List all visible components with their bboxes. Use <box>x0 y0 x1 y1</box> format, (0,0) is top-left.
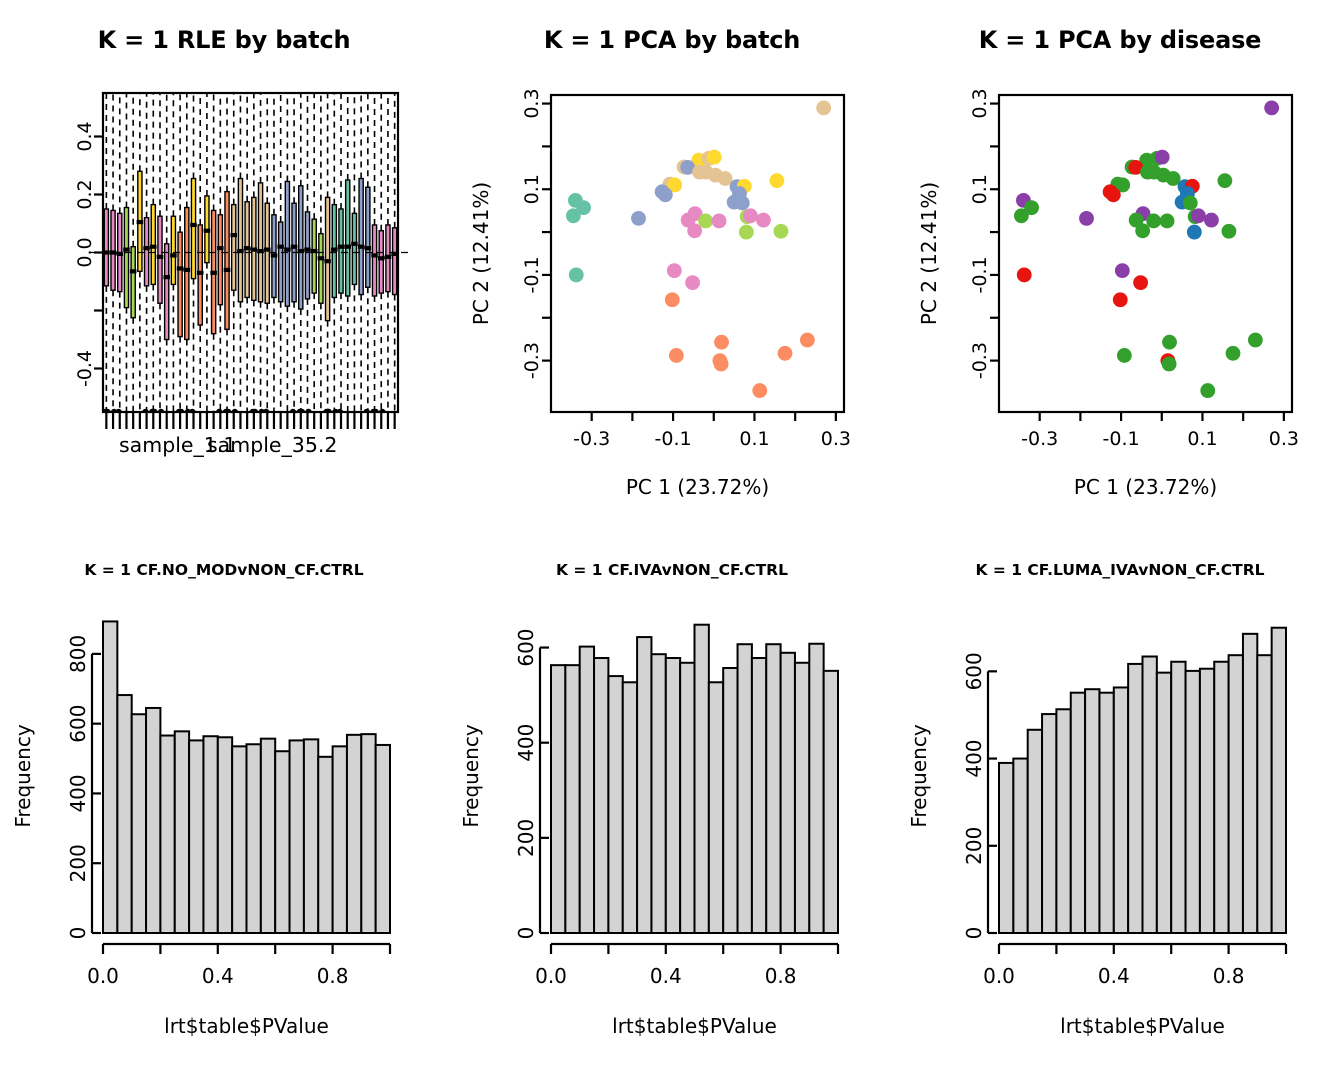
svg-text:0.0: 0.0 <box>74 237 96 267</box>
panel-hist-iva: K = 1 CF.IVAvNON_CF.CTRL 0 200 400 600 0.0 0.… <box>448 537 896 1075</box>
pca-batch-scatter-svg: -0.3 -0.1 0.1 0.3 -0.3 -0.1 0.1 0.3 PC 1 (23.72%… <box>469 88 851 499</box>
svg-text:0.3: 0.3 <box>821 428 851 450</box>
svg-text:PC 1 (23.72%): PC 1 (23.72%) <box>1074 475 1217 499</box>
svg-text:0.4: 0.4 <box>1098 964 1130 988</box>
svg-text:Frequency: Frequency <box>459 724 483 827</box>
svg-text:0.3: 0.3 <box>1269 428 1299 450</box>
svg-text:400: 400 <box>66 774 90 812</box>
panel-title-rle-batch: K = 1 RLE by batch <box>97 26 351 54</box>
svg-text:-0.1: -0.1 <box>1103 428 1140 450</box>
svg-text:0: 0 <box>66 927 90 940</box>
panel-title-pca-disease: K = 1 PCA by disease <box>978 26 1262 54</box>
svg-text:PC 2 (12.41%): PC 2 (12.41%) <box>917 182 941 325</box>
panel-title-pca-batch: K = 1 PCA by batch <box>543 26 801 54</box>
svg-text:PC 1 (23.72%): PC 1 (23.72%) <box>626 475 769 499</box>
svg-text:-0.3: -0.3 <box>1021 428 1058 450</box>
svg-text:600: 600 <box>66 705 90 743</box>
hist3-svg: 0 200 400 600 0.0 0.4 0.8 lrt$table$PValue Frequ… <box>907 626 1288 1038</box>
panel-hist-luma-iva: K = 1 CF.LUMA_IVAvNON_CF.CTRL 0 200 400 600… <box>896 537 1344 1075</box>
panel-title-hist3: K = 1 CF.LUMA_IVAvNON_CF.CTRL <box>975 561 1265 579</box>
svg-text:400: 400 <box>962 739 986 777</box>
panel-title-hist1: K = 1 CF.NO_MODvNON_CF.CTRL <box>84 561 364 579</box>
svg-text:0.8: 0.8 <box>765 964 797 988</box>
svg-text:-0.1: -0.1 <box>655 428 692 450</box>
svg-text:sample_1.1: sample_1.1 <box>119 433 236 458</box>
panel-hist-no-mod: K = 1 CF.NO_MODvNON_CF.CTRL 0 200 400 600 80… <box>0 537 448 1075</box>
svg-text:Frequency: Frequency <box>907 724 931 827</box>
svg-text:0.8: 0.8 <box>1213 964 1245 988</box>
panel-title-hist2: K = 1 CF.IVAvNON_CF.CTRL <box>555 561 788 579</box>
svg-text:600: 600 <box>962 652 986 690</box>
svg-text:200: 200 <box>66 844 90 882</box>
svg-text:PC 2 (12.41%): PC 2 (12.41%) <box>469 182 493 325</box>
svg-text:lrt$table$PValue: lrt$table$PValue <box>612 1014 777 1038</box>
svg-text:800: 800 <box>66 635 90 673</box>
svg-text:Frequency: Frequency <box>11 724 35 827</box>
svg-text:0.1: 0.1 <box>1187 428 1217 450</box>
svg-text:0.0: 0.0 <box>983 964 1015 988</box>
svg-text:0: 0 <box>962 927 986 940</box>
svg-text:-0.3: -0.3 <box>521 342 543 379</box>
panel-rle-batch: K = 1 RLE by batch -0.4 0.0 0.2 0.4 sample_1… <box>0 0 448 537</box>
svg-text:-0.3: -0.3 <box>969 342 991 379</box>
pca-disease-scatter-svg: -0.3 -0.1 0.1 0.3 -0.3 -0.1 0.1 0.3 PC 1 (23.72%… <box>917 88 1299 499</box>
hist1-svg: 0 200 400 600 800 0.0 0.4 0.8 lrt$table$PValue Fr… <box>11 620 392 1038</box>
svg-text:0.4: 0.4 <box>650 964 682 988</box>
svg-text:200: 200 <box>962 827 986 865</box>
svg-text:0.4: 0.4 <box>202 964 234 988</box>
panel-pca-disease: K = 1 PCA by disease -0.3 -0.1 0.1 0.3 -0.3-… <box>896 0 1344 537</box>
svg-text:200: 200 <box>514 819 538 857</box>
svg-text:0.1: 0.1 <box>969 174 991 204</box>
svg-text:0.8: 0.8 <box>317 964 349 988</box>
svg-text:lrt$table$PValue: lrt$table$PValue <box>164 1014 329 1038</box>
svg-text:600: 600 <box>514 628 538 666</box>
svg-text:sample_35.2: sample_35.2 <box>207 433 337 458</box>
svg-text:0.0: 0.0 <box>535 964 567 988</box>
svg-text:-0.1: -0.1 <box>969 256 991 293</box>
svg-text:-0.1: -0.1 <box>521 256 543 293</box>
svg-text:400: 400 <box>514 724 538 762</box>
svg-text:0: 0 <box>514 927 538 940</box>
svg-text:0.1: 0.1 <box>739 428 769 450</box>
svg-text:-0.4: -0.4 <box>74 350 96 387</box>
svg-text:lrt$table$PValue: lrt$table$PValue <box>1060 1014 1225 1038</box>
svg-text:0.2: 0.2 <box>74 179 96 209</box>
svg-text:0.3: 0.3 <box>969 88 991 118</box>
svg-text:0.3: 0.3 <box>521 88 543 118</box>
hist2-svg: 0 200 400 600 0.0 0.4 0.8 lrt$table$PValue Frequ… <box>459 623 840 1038</box>
svg-text:0.0: 0.0 <box>87 964 119 988</box>
svg-text:0.1: 0.1 <box>521 174 543 204</box>
svg-text:0.4: 0.4 <box>74 121 96 151</box>
panel-pca-batch: K = 1 PCA by batch -0.3 -0.1 0.1 0.3 -0.3 -0.… <box>448 0 896 537</box>
svg-text:-0.3: -0.3 <box>573 428 610 450</box>
